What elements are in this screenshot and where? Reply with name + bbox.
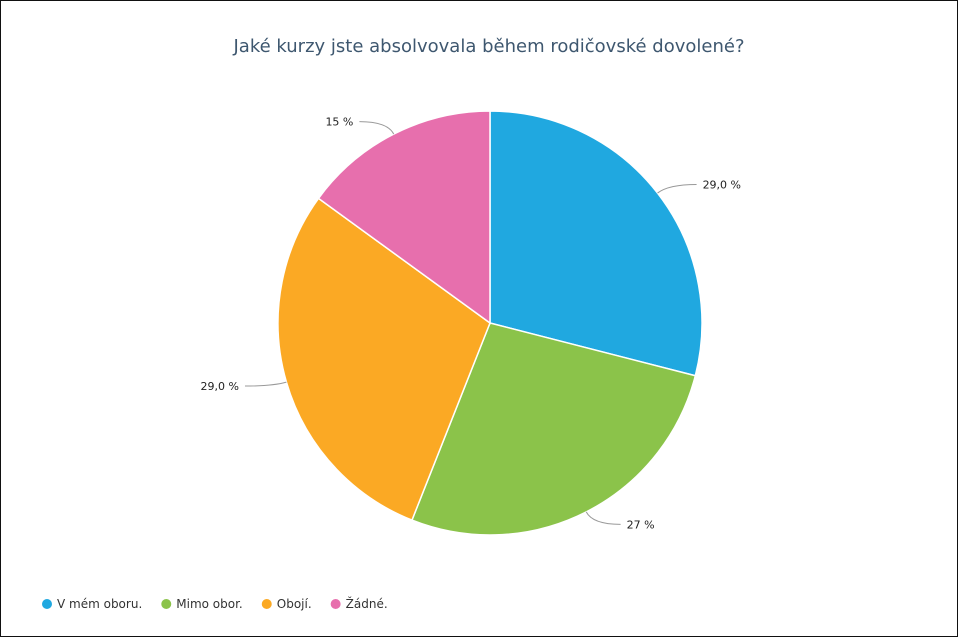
data-label-connector <box>359 121 395 135</box>
data-label-v-mem-oboru: 29,0 % <box>703 178 741 191</box>
legend-item-mimo-obor[interactable]: Mimo obor. <box>161 597 243 611</box>
chart-title: Jaké kurzy jste absolvovala během rodičo… <box>232 36 744 57</box>
legend-marker <box>161 599 172 609</box>
legend-item-oboji[interactable]: Obojí. <box>261 597 312 611</box>
legend: V mém oboru. Mimo obor. Obojí. Žádné. <box>42 596 388 611</box>
data-label-connector <box>585 511 621 525</box>
legend-label: Obojí. <box>277 597 312 611</box>
legend-label: Žádné. <box>346 596 388 611</box>
data-label-oboji: 29,0 % <box>201 380 239 393</box>
data-label-zadne: 15 % <box>325 116 353 129</box>
pie-slices <box>277 110 703 536</box>
data-labels: 29,0 % 27 % 29,0 % 15 % <box>201 116 742 532</box>
legend-label: Mimo obor. <box>176 597 242 611</box>
legend-item-zadne[interactable]: Žádné. <box>330 596 388 611</box>
legend-marker <box>330 599 341 609</box>
legend-label: V mém oboru. <box>57 597 142 611</box>
legend-item-v-mem-oboru[interactable]: V mém oboru. <box>42 597 142 611</box>
legend-marker <box>261 599 272 609</box>
data-label-connector <box>657 183 697 194</box>
data-label-mimo-obor: 27 % <box>627 518 655 531</box>
pie-slice-zadne[interactable] <box>317 110 491 325</box>
data-label-connector <box>244 381 287 387</box>
legend-marker <box>42 599 52 609</box>
